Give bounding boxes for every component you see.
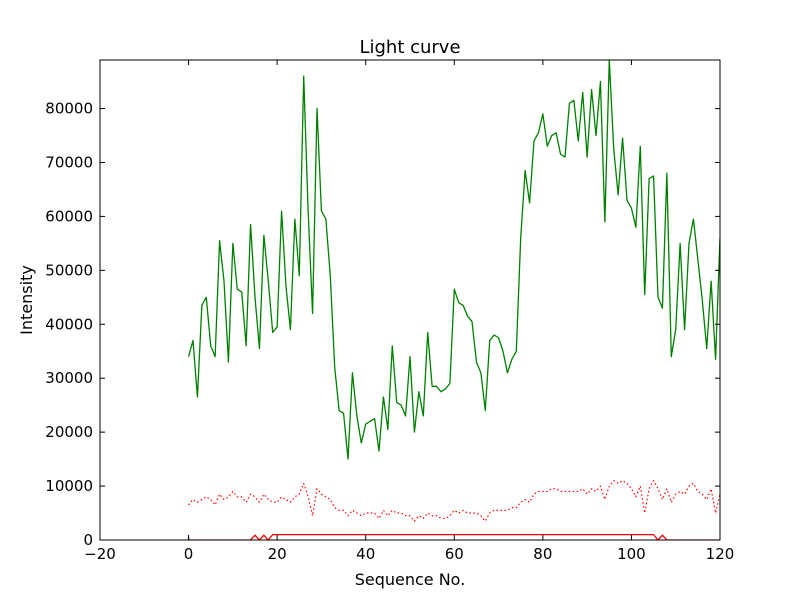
y-tick-label: 30000 [45, 369, 93, 387]
y-tick-label: 60000 [45, 207, 93, 225]
y-tick-label: 0 [83, 531, 93, 549]
x-tick-label: 20 [268, 545, 287, 563]
y-tick-label: 80000 [45, 100, 93, 118]
y-tick-label: 50000 [45, 261, 93, 279]
plot-frame [99, 59, 721, 541]
x-axis-label: Sequence No. [355, 570, 466, 589]
x-tick-label: 0 [184, 545, 194, 563]
chart-title: Light curve [359, 37, 460, 58]
x-tick-label: 80 [533, 545, 552, 563]
axis-ticks: −20 0 20 40 60 80 100 1200100002000030000400005… [45, 60, 734, 563]
y-tick-label: 40000 [45, 315, 93, 333]
y-axis-label: Intensity [17, 265, 36, 335]
series-line-1 [187, 60, 720, 460]
x-tick-label: 120 [706, 545, 735, 563]
x-tick-label: −20 [84, 545, 116, 563]
y-tick-label: 70000 [45, 153, 93, 171]
x-tick-label: 40 [356, 545, 375, 563]
x-tick-label: 100 [617, 545, 646, 563]
x-tick-label: 60 [445, 545, 464, 563]
series-line-3 [188, 533, 720, 540]
y-tick-label: 20000 [45, 423, 93, 441]
y-tick-label: 10000 [45, 477, 93, 495]
